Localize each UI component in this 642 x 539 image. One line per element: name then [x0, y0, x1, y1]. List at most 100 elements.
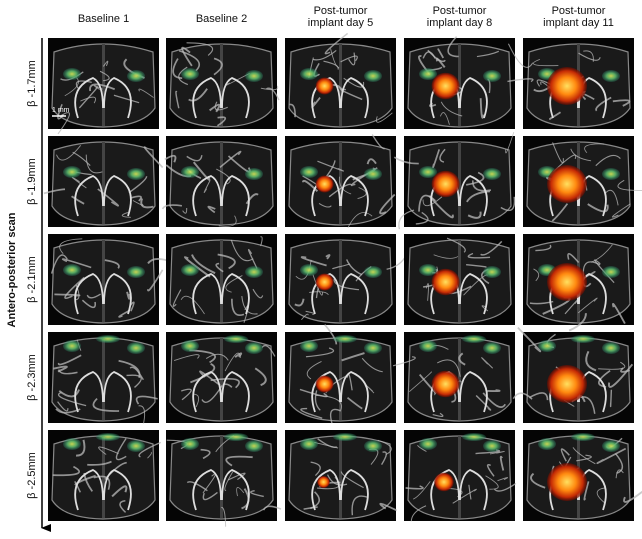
vessel — [147, 269, 164, 292]
column-header: Baseline 2 — [196, 13, 247, 25]
vessel — [500, 196, 516, 212]
vessel — [147, 451, 152, 459]
vessel — [74, 469, 132, 511]
vessel — [371, 134, 385, 150]
vessel — [432, 412, 444, 418]
vessel — [181, 46, 193, 67]
row-label: β -1.7mm — [26, 60, 38, 107]
vessel — [52, 465, 80, 477]
brain-image — [285, 234, 409, 325]
vessel — [310, 461, 321, 477]
vessel — [487, 389, 501, 393]
activation-right — [602, 168, 620, 180]
vessel — [348, 52, 356, 66]
vessel — [186, 42, 214, 56]
activation-top — [571, 335, 595, 343]
vessel — [186, 481, 208, 492]
vessel — [311, 469, 369, 511]
vessel — [533, 268, 540, 282]
vessel — [119, 499, 127, 513]
activation-left — [419, 166, 437, 178]
tumor — [547, 463, 587, 501]
activation-right — [364, 266, 382, 278]
vessel — [507, 78, 534, 83]
vessel — [190, 363, 216, 384]
tumor — [431, 370, 460, 398]
vessel — [245, 193, 259, 205]
vessel — [210, 377, 240, 389]
vessel — [115, 438, 127, 461]
vessel — [497, 477, 509, 482]
vessel — [89, 83, 116, 92]
vessel — [172, 58, 183, 80]
activation-top — [333, 335, 357, 343]
vessel — [194, 393, 200, 408]
column-header: Baseline 1 — [78, 13, 129, 25]
vessel — [595, 154, 621, 167]
vessel — [56, 145, 82, 161]
vessel — [300, 256, 327, 267]
activation-right — [127, 440, 145, 452]
activation-right — [245, 266, 263, 278]
vessel — [366, 158, 377, 165]
tumor — [315, 77, 334, 95]
vessel — [340, 55, 358, 63]
vessel — [432, 149, 441, 169]
vessel — [261, 344, 276, 357]
vessel — [458, 352, 466, 366]
vessel — [186, 155, 203, 162]
vessel — [219, 150, 242, 168]
vessel — [595, 96, 612, 112]
vessel — [92, 398, 120, 412]
vessel — [583, 481, 590, 501]
vessel — [64, 276, 85, 300]
vessel — [312, 274, 323, 296]
vessel — [78, 86, 99, 109]
column-header: Post-tumor — [552, 5, 606, 17]
vessel — [437, 359, 461, 377]
activation-right — [127, 342, 145, 354]
vessel — [317, 160, 344, 172]
vessel — [528, 392, 549, 401]
vessel — [392, 356, 416, 367]
activation-left — [63, 264, 81, 276]
vessel — [347, 212, 373, 229]
vessel — [205, 353, 229, 361]
vessel — [480, 240, 503, 256]
brain-image — [166, 332, 277, 423]
vessel — [452, 488, 477, 504]
vessel — [202, 491, 218, 501]
vessel — [584, 143, 605, 154]
vessel — [118, 309, 131, 318]
vessel — [173, 354, 200, 362]
activation-right — [483, 342, 501, 354]
brain-image — [523, 136, 642, 227]
brain-image — [48, 234, 173, 325]
column-header: implant day 8 — [427, 17, 492, 29]
vessel — [467, 211, 482, 219]
vessel — [585, 350, 597, 372]
activation-right — [127, 168, 145, 180]
vessel — [57, 354, 82, 366]
tumor — [315, 375, 334, 393]
vessel — [129, 366, 144, 381]
activation-left — [538, 438, 556, 450]
vessel — [551, 203, 569, 222]
brain-image — [285, 324, 396, 424]
vessel — [576, 454, 592, 462]
vessel — [314, 390, 321, 411]
brain-image — [392, 332, 515, 423]
vessel — [164, 154, 177, 163]
vessel — [234, 352, 243, 358]
vessel — [59, 238, 83, 254]
activation-right — [127, 70, 145, 82]
column-header: Post-tumor — [314, 5, 368, 17]
vessel — [217, 253, 236, 270]
tumor — [431, 268, 460, 296]
vessel — [346, 259, 363, 276]
vessel — [439, 148, 446, 163]
vessel — [221, 506, 227, 527]
vessel — [479, 98, 485, 119]
brain-image — [166, 38, 280, 129]
vessel — [209, 103, 221, 113]
